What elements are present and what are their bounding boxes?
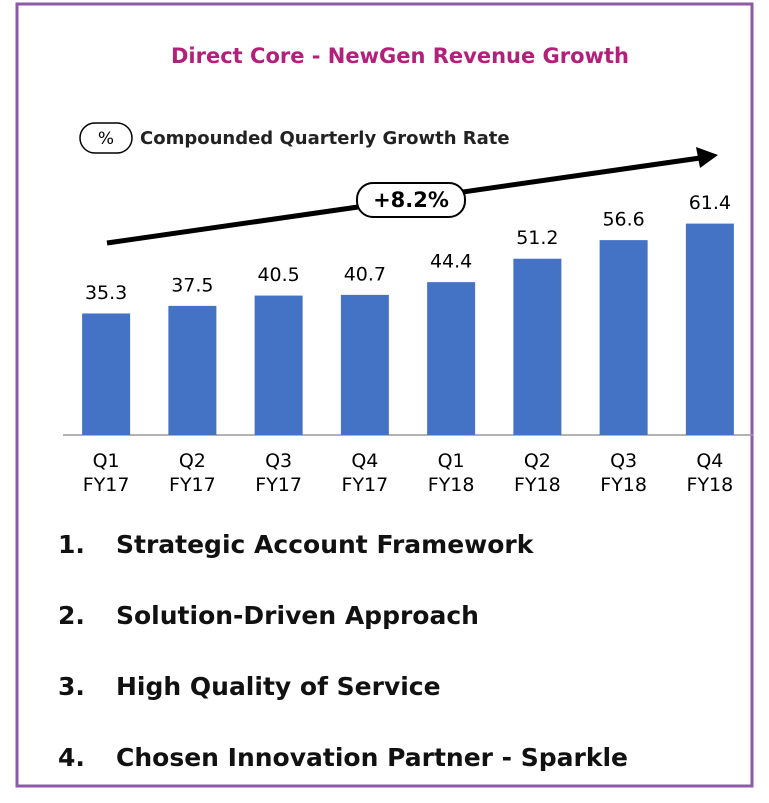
bar: [82, 313, 131, 435]
legend-symbol-box: [79, 122, 133, 154]
annotation-box: [356, 182, 466, 218]
list-item: 4. Chosen Innovation Partner - Sparkle: [58, 743, 628, 772]
data-label: 51.2: [516, 227, 558, 249]
data-label: 40.7: [344, 263, 386, 285]
data-label: 61.4: [689, 192, 731, 214]
x-tick-label: Q4 FY17: [341, 450, 389, 496]
x-tick-label: Q1 FY17: [82, 450, 130, 496]
list-text: Chosen Innovation Partner - Sparkle: [116, 743, 629, 772]
x-tick-label: Q3 FY17: [255, 450, 302, 496]
data-label: 44.4: [430, 251, 472, 273]
data-label: 35.3: [85, 282, 127, 304]
list-text: High Quality of Service: [116, 672, 441, 701]
list-text: Solution-Driven Approach: [116, 601, 479, 630]
chart-title: Direct Core - NewGen Revenue Growth: [171, 44, 629, 68]
list-item: 1. Strategic Account Framework: [58, 530, 533, 559]
bar: [340, 294, 389, 435]
x-tick-label: Q2 FY18: [514, 450, 561, 496]
list-item: 2. Solution-Driven Approach: [58, 601, 479, 630]
bar: [685, 223, 734, 435]
bar: [168, 305, 217, 435]
x-tick-label: Q3 FY18: [600, 450, 647, 496]
x-tick-label: Q1 FY18: [427, 450, 475, 496]
list-number: 2.: [58, 601, 85, 630]
bar: [599, 240, 648, 435]
frame: [15, 2, 754, 788]
data-label: 37.5: [171, 274, 213, 296]
bar: [254, 295, 303, 435]
legend-symbol: %: [98, 129, 114, 149]
data-label: 40.5: [257, 264, 299, 286]
x-tick-label: Q4 FY18: [686, 450, 734, 496]
legend-text: Compounded Quarterly Growth Rate: [140, 128, 510, 149]
list-number: 4.: [58, 743, 85, 772]
annotation: +8.2%: [373, 188, 449, 212]
list-item: 3. High Quality of Service: [58, 672, 441, 701]
bar: [427, 282, 476, 435]
list-text: Strategic Account Framework: [116, 530, 534, 559]
bar: [513, 258, 562, 435]
x-tick-label: Q2 FY17: [169, 450, 216, 496]
list-number: 3.: [58, 672, 85, 701]
data-label: 56.6: [602, 209, 644, 231]
list-number: 1.: [58, 530, 85, 559]
arrow-head: [696, 147, 718, 168]
